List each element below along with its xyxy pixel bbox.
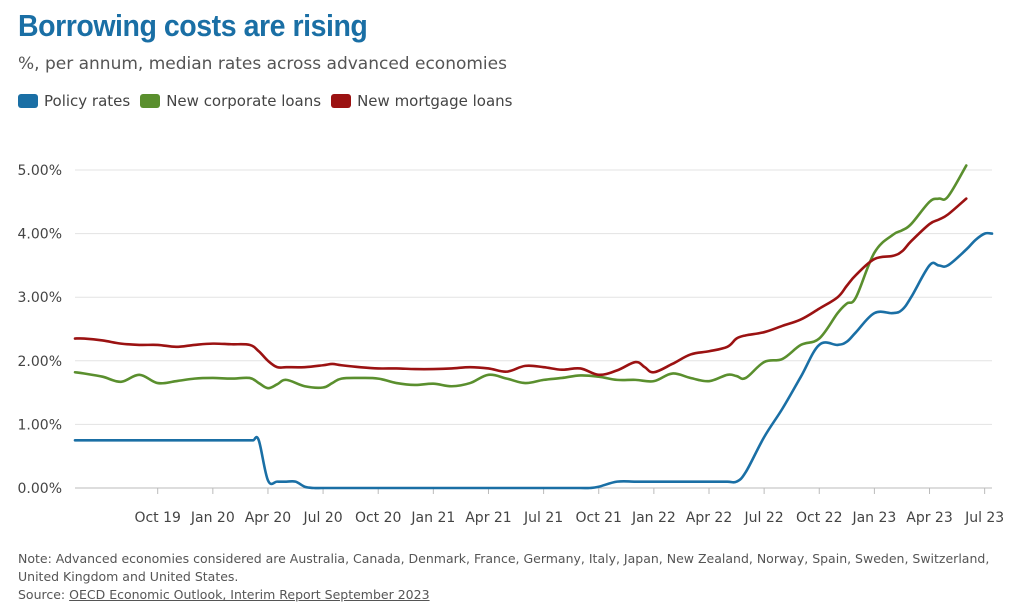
x-tick-label: Oct 22	[796, 510, 842, 526]
legend-swatch-new-corporate-loans	[140, 94, 161, 108]
source-line: Source: OECD Economic Outlook, Interim R…	[18, 586, 1008, 604]
x-tick-label: Jul 21	[523, 510, 563, 526]
x-tick-label: Jul 22	[744, 510, 784, 526]
series-line-policy-rates	[73, 231, 994, 490]
legend-label-policy-rates: Policy rates	[44, 92, 131, 110]
x-tick-label: Jan 23	[851, 510, 896, 526]
line-chart: 0.00% 1.00% 2.00% 3.00% 4.00% 5.00% Oct 19 Jan …	[18, 163, 1005, 526]
x-tick-label: Jan 21	[410, 510, 455, 526]
chart-title: Borrowing costs are rising	[18, 8, 368, 43]
y-tick-label: 2.00%	[18, 354, 62, 370]
x-tick-label: Jul 23	[964, 510, 1004, 526]
x-tick-label: Apr 22	[686, 510, 732, 526]
legend-swatch-policy-rates	[18, 94, 38, 108]
y-tick-label: 4.00%	[18, 227, 62, 243]
source-prefix: Source:	[18, 587, 70, 602]
legend-label-new-mortgage-loans: New mortgage loans	[357, 92, 513, 110]
y-tick-label: 3.00%	[18, 290, 62, 306]
x-tick-label: Jan 22	[631, 510, 676, 526]
chart-subtitle: %, per annum, median rates across advanc…	[18, 54, 507, 74]
source-link[interactable]: OECD Economic Outlook, Interim Report Se…	[69, 587, 430, 602]
x-tick-label: Oct 21	[575, 510, 621, 526]
legend-label-new-corporate-loans: New corporate loans	[166, 92, 322, 110]
legend: Policy rates New corporate loans New mor…	[18, 92, 513, 110]
legend-item-new-corporate-loans[interactable]: New corporate loans	[140, 92, 321, 110]
series-line-new-corporate-loans	[73, 164, 968, 390]
footnote: Note: Advanced economies considered are …	[18, 550, 1008, 604]
note-text: Note: Advanced economies considered are …	[18, 551, 990, 584]
x-tick-label: Apr 21	[465, 510, 511, 526]
x-tick-label: Oct 19	[134, 510, 180, 526]
x-tick-label: Jan 20	[190, 510, 235, 526]
series-line-new-mortgage-loans	[73, 197, 968, 377]
y-tick-label: 0.00%	[18, 481, 62, 497]
y-tick-label: 1.00%	[18, 417, 62, 433]
legend-item-new-mortgage-loans[interactable]: New mortgage loans	[331, 92, 513, 110]
legend-item-policy-rates[interactable]: Policy rates	[18, 92, 130, 110]
x-tick-label: Apr 23	[906, 510, 952, 526]
x-tick-label: Oct 20	[355, 510, 401, 526]
x-tick-label: Apr 20	[245, 510, 291, 526]
x-tick-label: Jul 20	[303, 510, 343, 526]
y-tick-label: 5.00%	[18, 163, 62, 179]
legend-swatch-new-mortgage-loans	[331, 94, 352, 108]
